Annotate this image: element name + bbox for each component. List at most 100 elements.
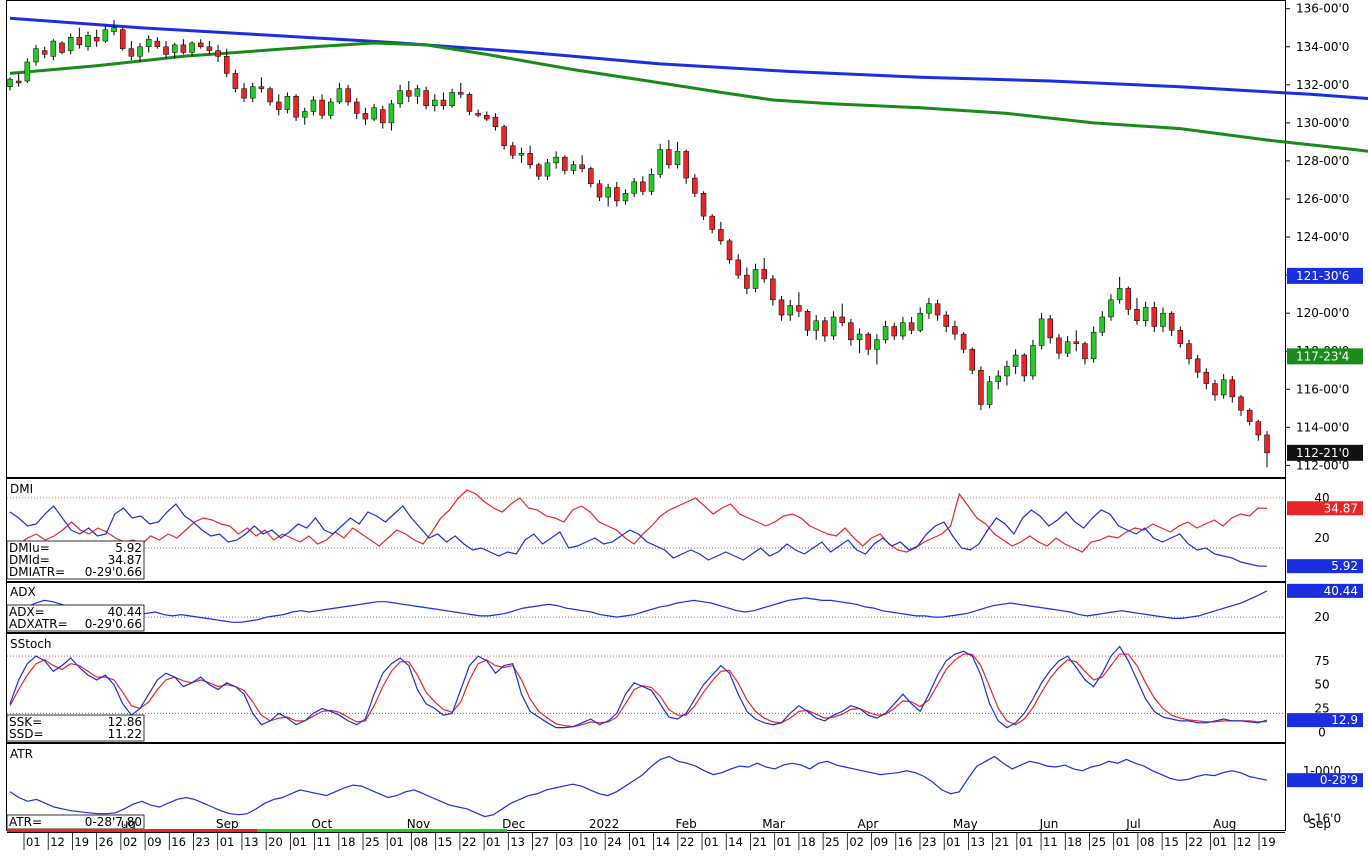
candle-body <box>1204 372 1209 383</box>
candle-body <box>562 157 567 170</box>
candle-body <box>779 300 784 315</box>
candle-body <box>1056 338 1061 353</box>
x-month-label: Aug <box>1213 817 1236 831</box>
price-y-tick-label: 114-00'0 <box>1296 420 1349 434</box>
candle-body <box>1195 359 1200 372</box>
candle-body <box>640 182 645 192</box>
candle-body <box>788 306 793 316</box>
x-day-label: 01 <box>486 835 501 849</box>
x-day-label: 01 <box>26 835 41 849</box>
x-day-label: 08 <box>413 835 428 849</box>
x-day-label: 19 <box>1261 835 1276 849</box>
candle-body <box>1169 313 1174 330</box>
atr-title: ATR <box>10 747 33 761</box>
candle-body <box>840 317 845 323</box>
candle-body <box>181 45 186 53</box>
x-day-label: 18 <box>1067 835 1082 849</box>
candle-body <box>363 113 368 119</box>
candle-body <box>736 260 741 275</box>
x-day-label: 23 <box>922 835 937 849</box>
candle-body <box>987 382 992 405</box>
candle-body <box>545 163 550 176</box>
candle-body <box>710 216 715 229</box>
x-day-label: 09 <box>147 835 162 849</box>
price-y-tick-label: 134-00'0 <box>1296 40 1349 54</box>
candle-body <box>94 37 99 41</box>
candle-body <box>502 127 507 146</box>
candle-body <box>242 89 247 99</box>
candle-body <box>588 169 593 184</box>
candle-body <box>805 311 810 330</box>
x-day-label: 18 <box>341 835 356 849</box>
candle-body <box>1212 384 1217 395</box>
candle-body <box>1039 319 1044 346</box>
x-day-label: 13 <box>970 835 985 849</box>
x-month-label: Jun <box>1039 817 1059 831</box>
candle-body <box>1074 342 1079 344</box>
x-day-label: 02 <box>123 835 138 849</box>
candle-body <box>42 51 47 55</box>
candle-body <box>164 47 169 55</box>
price-y-tick-label: 136-00'0 <box>1296 2 1349 16</box>
candle-body <box>970 349 975 370</box>
candle-body <box>649 174 654 191</box>
candle-body <box>632 182 637 193</box>
x-strip-green <box>257 829 507 832</box>
candle-body <box>354 102 359 113</box>
sstoch-y-tick-label: 0 <box>1318 725 1326 739</box>
dmi-badge-label: 34.87 <box>1324 501 1358 515</box>
candle-body <box>1178 330 1183 343</box>
x-day-label: 27 <box>535 835 550 849</box>
candle-body <box>484 115 489 119</box>
candle-body <box>814 321 819 331</box>
x-day-label: 21 <box>995 835 1010 849</box>
candle-body <box>476 113 481 115</box>
candle-body <box>8 79 13 87</box>
candle-body <box>770 279 775 300</box>
x-day-label: 01 <box>292 835 307 849</box>
candle-body <box>372 108 377 119</box>
dmi-title: DMI <box>10 482 33 496</box>
candle-body <box>112 28 117 32</box>
candle-body <box>597 184 602 197</box>
candle-body <box>60 43 65 53</box>
x-month-label: Feb <box>676 817 697 831</box>
x-day-label: 15 <box>438 835 453 849</box>
x-day-label: 08 <box>1140 835 1155 849</box>
candle-body <box>1065 342 1070 353</box>
candle-body <box>996 376 1001 382</box>
x-day-label: 01 <box>946 835 961 849</box>
candle-body <box>302 111 307 117</box>
candle-body <box>1152 307 1157 326</box>
candle-body <box>16 81 21 83</box>
candle-body <box>614 188 619 201</box>
price-y-tick-label: 132-00'0 <box>1296 78 1349 92</box>
x-month-label: ug <box>121 817 136 831</box>
candle-body <box>250 87 255 98</box>
x-day-label: 10 <box>583 835 598 849</box>
candle-body <box>389 104 394 123</box>
candle-body <box>285 96 290 109</box>
candle-body <box>68 37 73 50</box>
dmi-readout-value: 0-29'0.66 <box>85 565 142 579</box>
candle-body <box>216 51 221 57</box>
x-day-label: 13 <box>244 835 259 849</box>
candle-body <box>493 117 498 127</box>
candle-body <box>874 340 879 350</box>
candle-body <box>666 150 671 165</box>
candle-body <box>25 62 30 81</box>
candle-body <box>580 165 585 169</box>
x-month-label: Oct <box>311 817 332 831</box>
candle-body <box>415 89 420 97</box>
candle-body <box>276 102 281 110</box>
x-day-label: 01 <box>1213 835 1228 849</box>
candle-body <box>120 30 125 49</box>
x-day-label: 01 <box>777 835 792 849</box>
x-day-label: 20 <box>268 835 283 849</box>
candle-body <box>528 153 533 164</box>
x-day-label: 01 <box>220 835 235 849</box>
x-day-label: 14 <box>728 835 743 849</box>
candle-body <box>190 43 195 53</box>
atr-readout-label: ATR= <box>9 815 42 829</box>
x-day-label: 16 <box>898 835 913 849</box>
